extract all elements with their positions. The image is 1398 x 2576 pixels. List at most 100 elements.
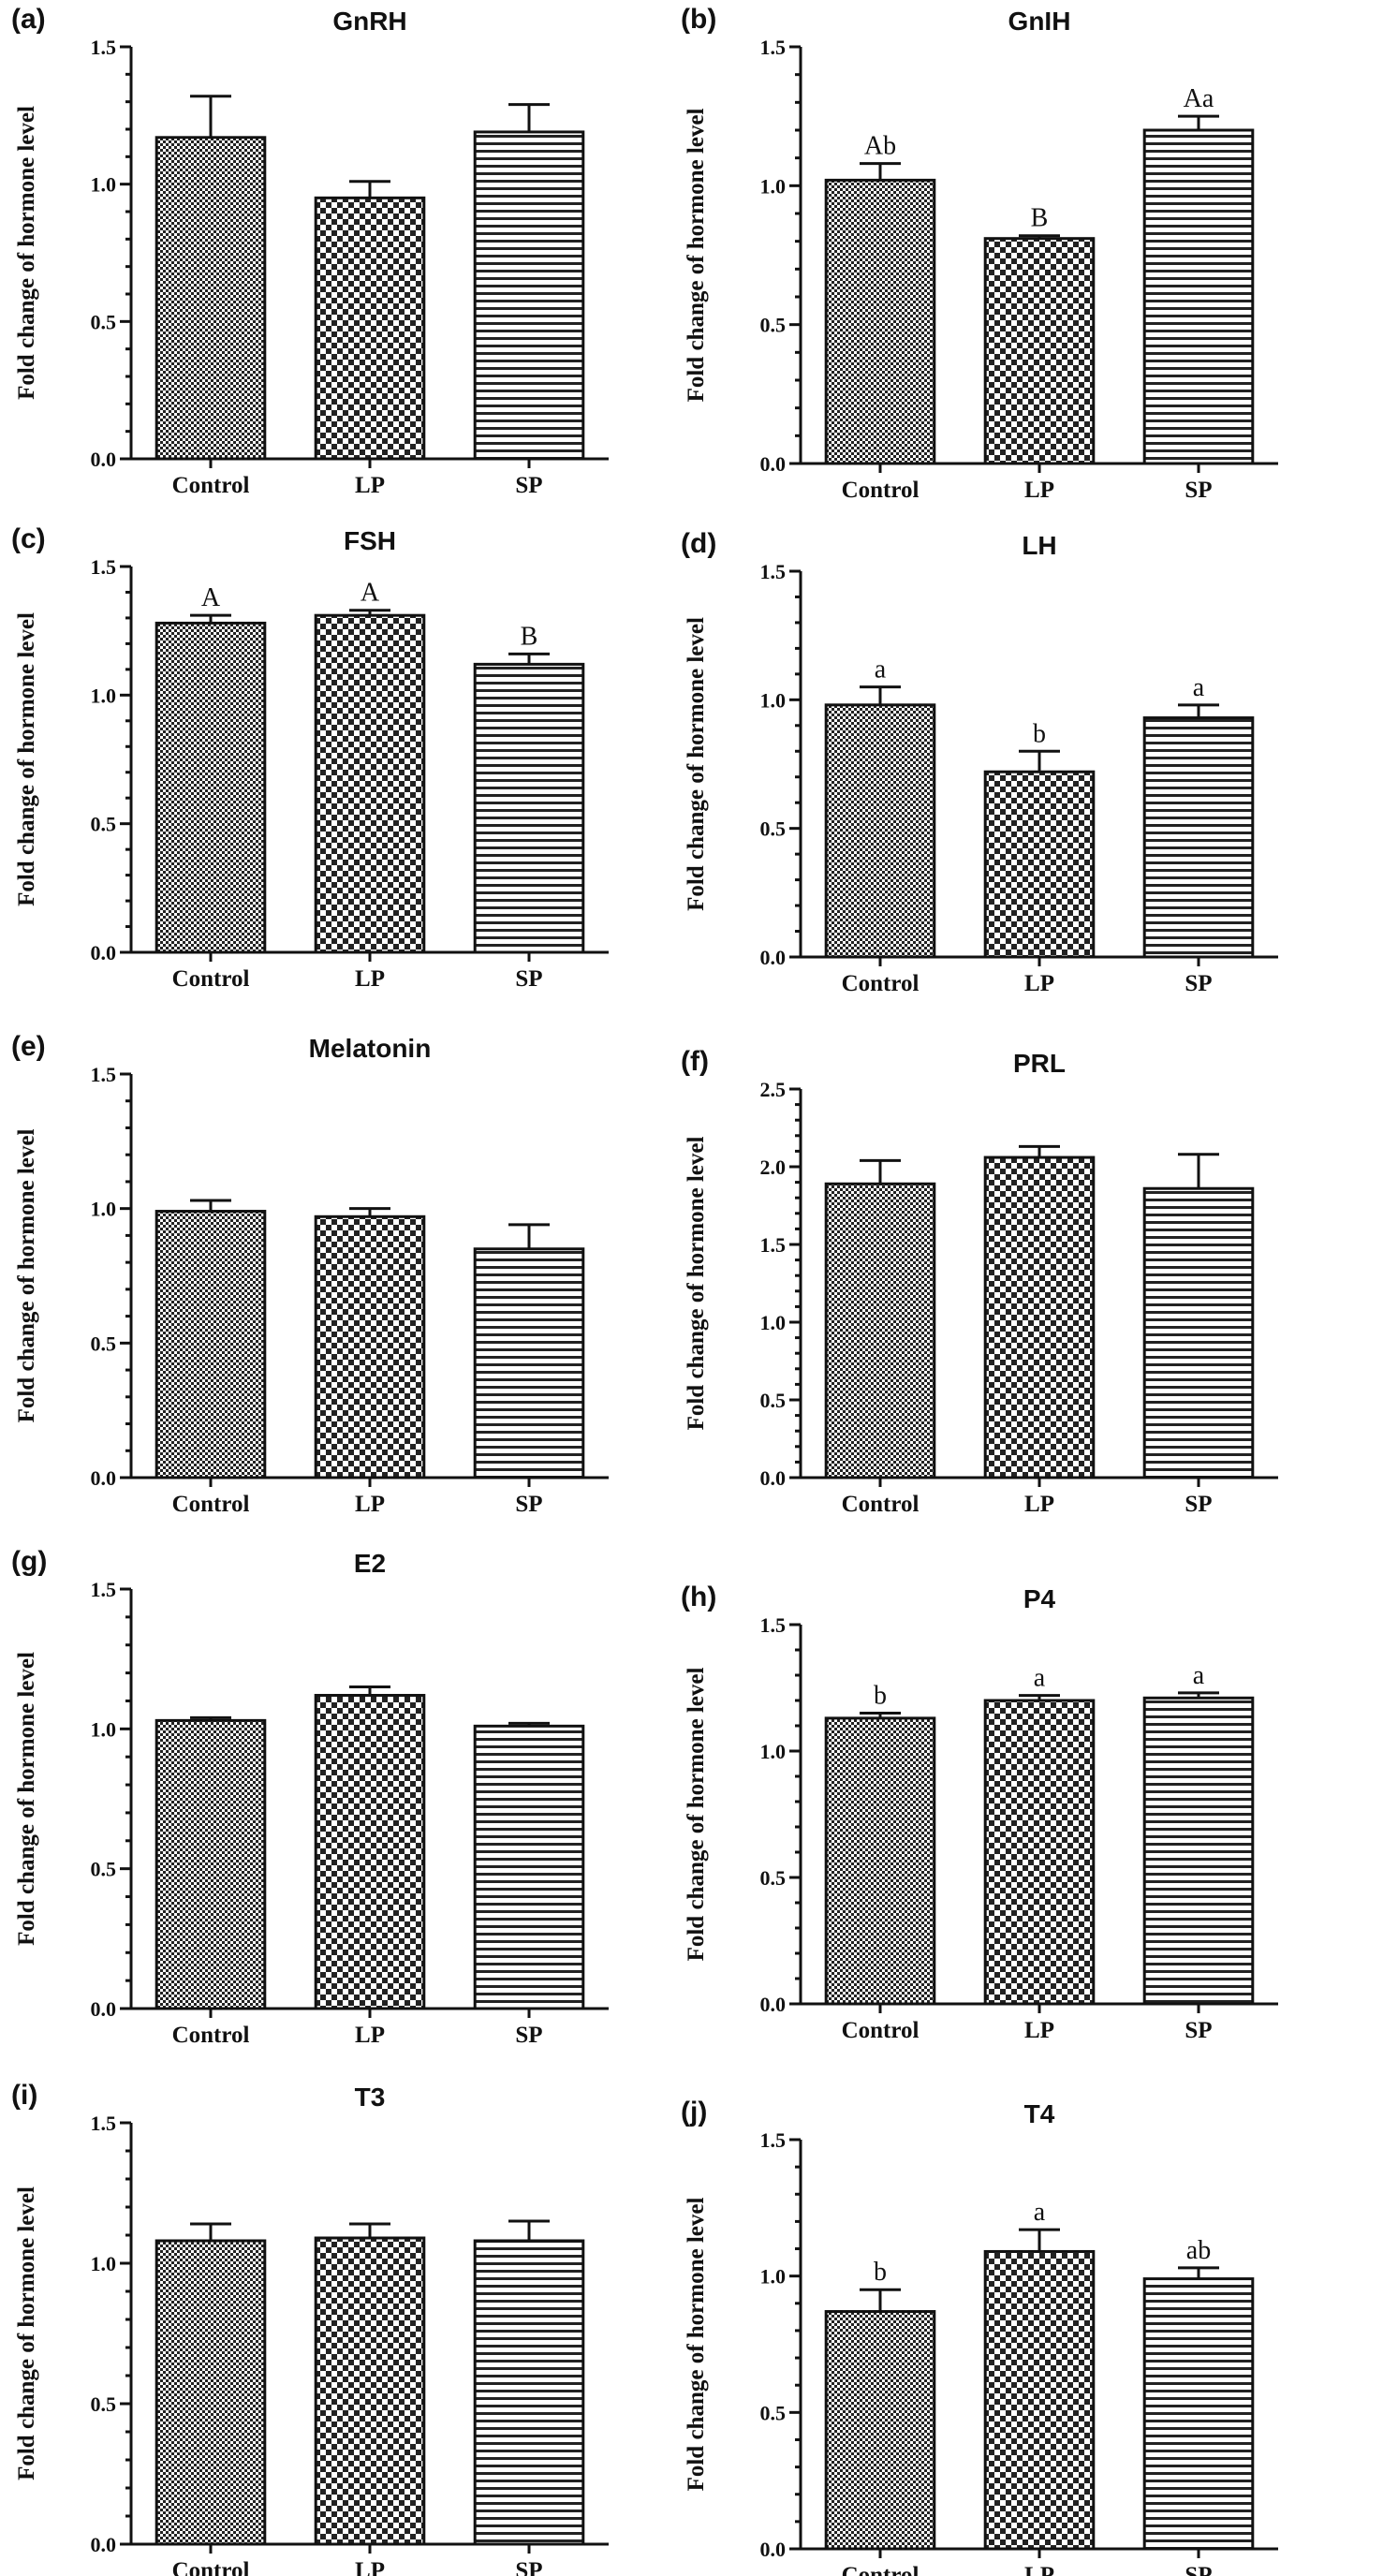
x-tick-label: SP [1185, 971, 1212, 996]
y-tick-label: 1.0 [760, 1740, 787, 1763]
y-tick-label: 0.0 [760, 1993, 787, 2016]
panel-title: P4 [1023, 1584, 1056, 1613]
y-axis-label: Fold change of hormone level [14, 1652, 39, 1946]
x-tick-label: Control [842, 1492, 920, 1517]
bar-control [155, 1718, 267, 2010]
panel-letter: (d) [681, 528, 716, 559]
bar-lp [983, 2249, 1096, 2551]
x-tick-label: LP [1024, 971, 1054, 996]
y-tick-label: 1.5 [760, 1613, 787, 1637]
y-tick-label: 1.0 [91, 1717, 117, 1741]
x-tick-label: SP [515, 473, 542, 498]
significance-label: B [521, 622, 538, 651]
bar-lp [314, 196, 426, 461]
bar-control [824, 178, 936, 465]
panel-prl: (f) PRL Fold change of hormone level 0.0 0.5… [681, 1046, 1278, 1517]
panel-title: Melatonin [309, 1034, 432, 1063]
bar-control [824, 703, 936, 959]
x-tick-label: SP [1185, 478, 1212, 503]
y-axis-label: Fold change of hormone level [14, 1129, 39, 1423]
y-tick-label: 1.5 [760, 2128, 787, 2152]
y-tick-label: 1.0 [760, 174, 787, 198]
y-tick-label: 0.5 [760, 817, 787, 841]
y-tick-label: 0.5 [91, 813, 117, 836]
panel-t4: (j) T4 Fold change of hormone level 0.0 0.5 1… [681, 2097, 1278, 2576]
panel-title: T4 [1024, 2099, 1055, 2128]
x-tick-label: LP [355, 473, 385, 498]
panel-letter: (i) [11, 2080, 37, 2111]
bar-lp [314, 1214, 426, 1479]
x-tick-label: Control [172, 2558, 250, 2576]
y-tick-label: 1.5 [760, 36, 787, 59]
y-axis-label: Fold change of hormone level [684, 1137, 709, 1431]
significance-label: b [874, 1682, 887, 1711]
y-tick-label: 1.5 [760, 560, 787, 583]
y-tick-label: 1.0 [760, 688, 787, 712]
panel-melatonin: (e) Melatonin Fold change of hormone level… [11, 1031, 609, 1517]
y-tick-label: 0.0 [760, 1466, 787, 1490]
y-tick-label: 1.0 [91, 1198, 117, 1221]
x-tick-label: Control [842, 478, 920, 503]
y-tick-label: 1.0 [760, 2265, 787, 2289]
y-tick-label: 0.5 [760, 1866, 787, 1890]
y-tick-label: 1.5 [91, 2112, 117, 2135]
significance-label: a [1034, 1664, 1046, 1693]
x-tick-label: Control [842, 2018, 920, 2043]
x-tick-label: SP [515, 1492, 542, 1517]
y-tick-label: 0.0 [91, 1997, 117, 2021]
y-axis-label: Fold change of hormone level [14, 612, 39, 906]
bar-lp [983, 1156, 1096, 1479]
panel-title: GnRH [332, 7, 406, 36]
bar-control [155, 621, 267, 954]
x-tick-label: SP [515, 2023, 542, 2048]
y-axis-label: Fold change of hormone level [14, 106, 39, 400]
bar-sp [473, 1724, 585, 2010]
bar-control [824, 1182, 936, 1479]
bar-control [155, 136, 267, 461]
y-tick-label: 0.0 [760, 946, 787, 969]
bar-control [155, 1210, 267, 1479]
bar-sp [473, 1247, 585, 1479]
y-tick-label: 0.5 [91, 1332, 117, 1355]
x-tick-label: SP [1185, 2018, 1212, 2043]
y-axis-label: Fold change of hormone level [684, 617, 709, 911]
x-tick-label: SP [1185, 1492, 1212, 1517]
bar-control [824, 2310, 936, 2551]
bar-lp [314, 613, 426, 954]
bar-lp [983, 1699, 1096, 2006]
y-tick-label: 0.5 [760, 1389, 787, 1412]
bar-sp [1142, 2277, 1255, 2551]
significance-label: ab [1186, 2236, 1211, 2265]
panel-title: LH [1022, 531, 1056, 560]
x-tick-label: LP [355, 2558, 385, 2576]
panel-e2: (g) E2 Fold change of hormone level 0.0 0.5 1… [11, 1546, 609, 2048]
panel-letter: (b) [681, 4, 716, 35]
y-tick-label: 0.0 [760, 452, 787, 476]
x-tick-label: LP [1024, 2563, 1054, 2576]
panel-p4: (h) P4 Fold change of hormone level 0.0 0.5 1… [681, 1582, 1278, 2043]
panel-fsh: (c) FSH Fold change of hormone level 0.0 0.5… [11, 523, 609, 992]
bar-sp [1142, 1186, 1255, 1479]
significance-label: a [875, 655, 887, 684]
significance-label: A [361, 579, 380, 608]
y-tick-label: 0.5 [760, 314, 787, 337]
x-tick-label: SP [515, 2558, 542, 2576]
y-tick-label: 1.5 [91, 1063, 117, 1086]
x-tick-label: SP [515, 966, 542, 992]
bar-sp [473, 130, 585, 461]
x-tick-label: LP [1024, 478, 1054, 503]
y-axis-label: Fold change of hormone level [14, 2186, 39, 2480]
significance-label: Ab [864, 132, 896, 161]
x-tick-label: Control [172, 1492, 250, 1517]
bar-lp [983, 237, 1096, 465]
bar-control [155, 2239, 267, 2546]
x-tick-label: LP [1024, 2018, 1054, 2043]
y-tick-label: 0.0 [91, 1466, 117, 1490]
bar-sp [473, 2239, 585, 2546]
y-tick-label: 0.0 [760, 2538, 787, 2561]
panel-title: E2 [354, 1549, 386, 1578]
y-tick-label: 0.0 [91, 2533, 117, 2556]
y-tick-label: 1.5 [760, 1233, 787, 1257]
panel-letter: (a) [11, 4, 46, 35]
